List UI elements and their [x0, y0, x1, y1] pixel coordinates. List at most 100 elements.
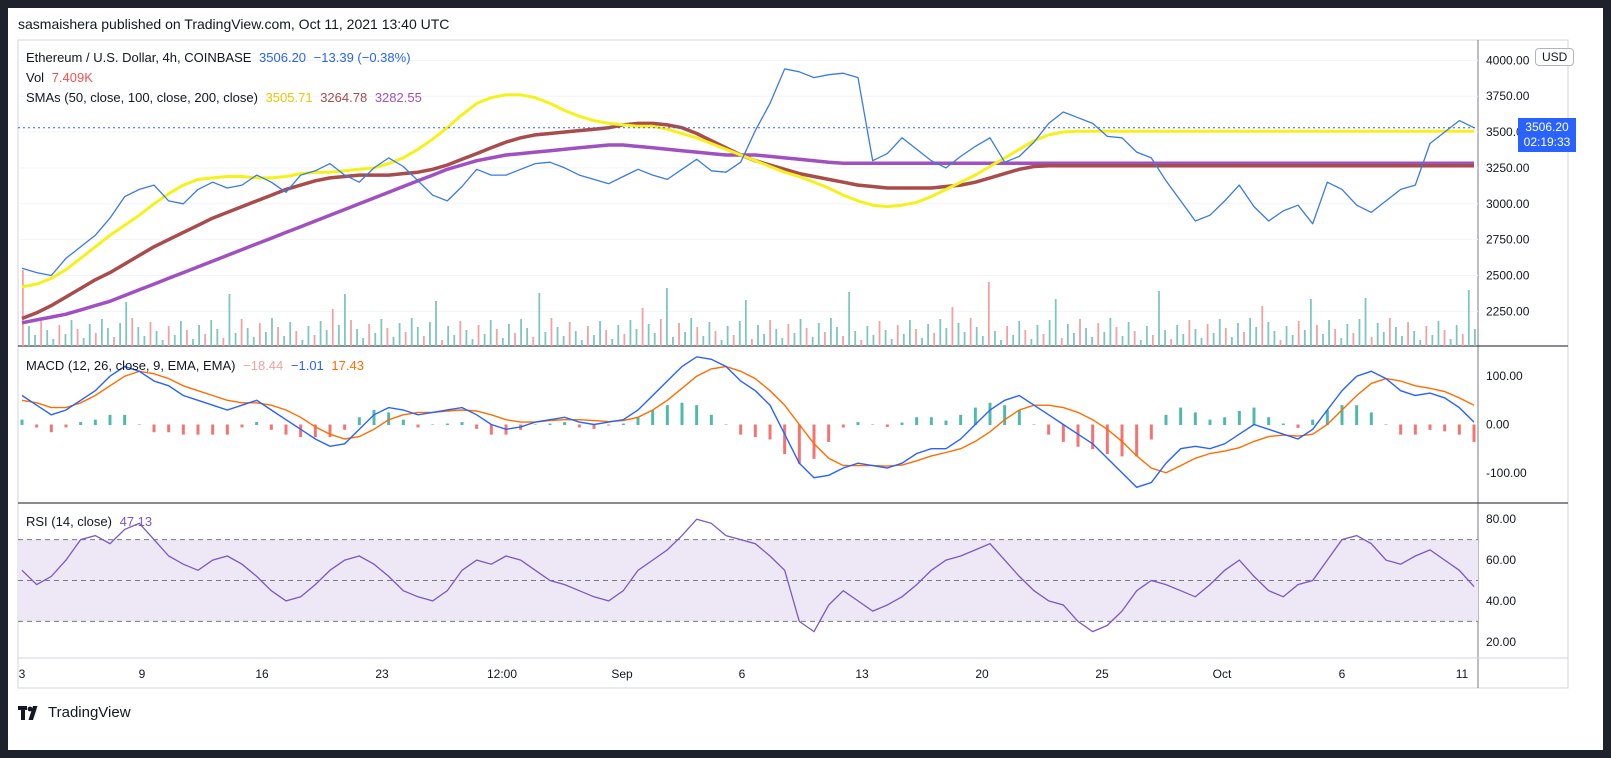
volume-bar [313, 335, 316, 346]
rsi-label[interactable]: RSI (14, close) [26, 514, 112, 529]
sma200-line[interactable] [21, 143, 1474, 325]
symbol-label[interactable]: Ethereum / U.S. Dollar, 4h, COINBASE [26, 50, 252, 65]
macd-histogram-bar [1252, 407, 1256, 425]
macd-signal-line[interactable] [21, 365, 1475, 474]
macd-histogram-bar [959, 414, 963, 425]
macd-histogram-bar [1311, 419, 1315, 425]
sma200-value: 3282.55 [374, 90, 422, 105]
macd-histogram-bar [812, 424, 816, 459]
macd-histogram-bar [1443, 424, 1447, 432]
volume-bar [179, 321, 182, 346]
volume-bar [1000, 340, 1002, 346]
rsi-line[interactable] [21, 518, 1475, 633]
macd-histogram-bar [841, 424, 845, 428]
volume-bar [1309, 299, 1312, 346]
volume-bar [1194, 329, 1197, 346]
volume-value: 7.409K [51, 70, 93, 85]
rsi-tick-label: 80.00 [1486, 512, 1516, 526]
price-line[interactable] [21, 68, 1475, 277]
macd-histogram-bar [1003, 405, 1007, 425]
volume-bar [410, 318, 413, 346]
volume-bar [289, 322, 292, 346]
volume-bar [854, 331, 857, 346]
volume-bar [574, 331, 577, 346]
volume-bar [107, 328, 109, 346]
macd-histogram-bar [577, 424, 581, 428]
time-tick-label: 23 [375, 667, 389, 681]
volume-bar [1097, 323, 1100, 346]
volume-bar [665, 288, 668, 346]
macd-signal-value: 17.43 [331, 358, 364, 373]
volume-bar [963, 332, 966, 346]
volume-bar [896, 325, 899, 346]
volume-label[interactable]: Vol [26, 70, 45, 85]
volume-bar [489, 320, 492, 346]
volume-bar [738, 321, 741, 346]
macd-tick-label: 0.00 [1486, 418, 1510, 432]
rsi-tick-label: 60.00 [1486, 553, 1516, 567]
volume-bar [337, 325, 340, 346]
volume-bar [744, 300, 747, 346]
volume-bar [28, 326, 30, 346]
volume-bar [1030, 339, 1033, 346]
rsi-tick-label: 40.00 [1486, 594, 1516, 608]
macd-label[interactable]: MACD (12, 26, close, 9, EMA, EMA) [26, 358, 236, 373]
volume-bar [611, 339, 614, 346]
volume-bar [805, 328, 808, 346]
macd-histogram-bar [929, 417, 933, 425]
volume-bar [1291, 335, 1294, 346]
volume-bar [155, 331, 158, 346]
macd-line[interactable] [21, 356, 1475, 489]
volume-bar [429, 322, 431, 346]
volume-bar [495, 329, 498, 346]
time-tick-label: 20 [975, 667, 989, 681]
volume-bar [416, 327, 419, 346]
sma100-line[interactable] [21, 121, 1474, 321]
macd-histogram-bar [1340, 405, 1344, 425]
volume-bar [277, 327, 279, 346]
price-tick-label: 2250.00 [1486, 304, 1530, 318]
currency-badge[interactable]: USD [1535, 48, 1575, 66]
volume-bar [1121, 336, 1124, 346]
volume-bar [1352, 333, 1355, 346]
volume-bar [204, 334, 207, 346]
macd-histogram-bar [871, 424, 875, 425]
macd-histogram-bar [1091, 424, 1095, 450]
volume-bar [1073, 333, 1075, 346]
macd-histogram-bar [1017, 410, 1021, 425]
volume-bar [392, 337, 395, 346]
macd-histogram-bar [1237, 410, 1241, 425]
volume-bar [113, 337, 115, 346]
volume-bar [1437, 321, 1440, 346]
volume-bar [587, 326, 589, 346]
volume-bar [635, 329, 638, 346]
volume-bar [240, 319, 243, 346]
last-price: 3506.20 [259, 50, 307, 65]
volume-bar [1054, 299, 1057, 346]
volume-bar [1218, 319, 1221, 346]
time-tick-label: 13 [855, 667, 869, 681]
volume-legend: Vol 7.409K [26, 70, 97, 85]
last-price-tag: 3506.20 02:19:33 [1518, 118, 1576, 152]
macd-histogram-bar [695, 405, 699, 425]
volume-bar [331, 309, 334, 346]
volume-bar [1273, 331, 1276, 346]
chart-canvas[interactable]: 2250.002500.002750.003000.003250.003500.… [8, 8, 1603, 750]
macd-histogram-bar [93, 419, 97, 425]
volume-bar [514, 333, 516, 346]
volume-bar [1431, 335, 1434, 346]
sma50-line[interactable] [21, 93, 1475, 289]
price-tick-label: 3750.00 [1486, 89, 1530, 103]
volume-bar [1042, 334, 1045, 346]
volume-bar [994, 331, 996, 346]
volume-bar [902, 334, 905, 346]
volume-bar [1370, 337, 1373, 346]
volume-bar [556, 327, 559, 346]
volume-bar [975, 327, 978, 346]
sma-label[interactable]: SMAs (50, close, 100, close, 200, close) [26, 90, 258, 105]
tradingview-brand[interactable]: TradingView [18, 704, 131, 721]
volume-bar [1158, 291, 1160, 346]
volume-bar [659, 319, 662, 346]
macd-histogram-bar [475, 424, 479, 429]
volume-bar [501, 338, 504, 346]
